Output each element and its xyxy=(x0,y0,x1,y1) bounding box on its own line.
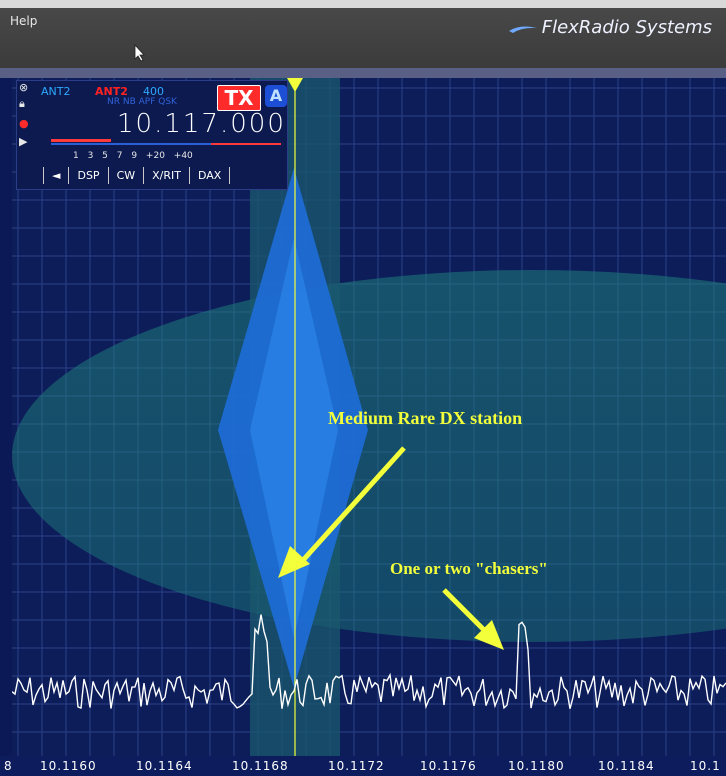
top-strip xyxy=(0,0,726,8)
mouse-cursor-icon xyxy=(134,44,145,62)
slice-letter-badge[interactable]: A xyxy=(265,85,287,107)
spectrum-display[interactable] xyxy=(12,78,726,756)
freq-label: 10.1184 xyxy=(598,759,655,773)
slice-flag[interactable]: ⊗ 🔒︎ ● ▶ ANT2 ANT2 400 NR NB APF QSK TX … xyxy=(16,80,288,190)
tx-antenna[interactable]: ANT2 xyxy=(95,85,128,98)
s-meter-scale: 1 3 5 7 9 +20 +40 xyxy=(73,151,193,161)
brand-name: FlexRadio Systems xyxy=(541,17,712,38)
noise-envelope xyxy=(12,270,726,642)
filter-width[interactable]: 400 xyxy=(143,85,164,98)
dx-arrowhead xyxy=(278,546,310,578)
title-bar: Help FlexRadio Systems xyxy=(0,0,726,68)
annotation-arrows xyxy=(278,446,504,650)
s-meter-base xyxy=(51,143,281,145)
freq-label: 10.1164 xyxy=(136,759,193,773)
play-icon[interactable]: ▶ xyxy=(19,135,28,148)
tab-dsp[interactable]: DSP xyxy=(68,167,107,184)
s-meter-over xyxy=(211,143,281,145)
chaser-arrowhead xyxy=(474,620,504,650)
close-icon[interactable]: ⊗ xyxy=(19,81,29,94)
freq-label: 10.1 xyxy=(690,759,721,773)
tab-cw[interactable]: CW xyxy=(107,167,144,184)
s-meter-fill xyxy=(51,139,111,142)
slice-tabs: ◄ DSP CW X/RIT DAX xyxy=(43,167,231,184)
frequency-readout[interactable]: 10.117.000 xyxy=(117,109,286,139)
spectrum-trace xyxy=(12,614,726,710)
freq-label: 10.1180 xyxy=(508,759,565,773)
swoosh-icon xyxy=(508,26,537,33)
signal-diamond-inner xyxy=(250,238,338,638)
brand-logo: FlexRadio Systems xyxy=(508,17,712,38)
freq-label: 10.1160 xyxy=(40,759,97,773)
tx-button[interactable]: TX xyxy=(217,85,261,111)
tuning-marker-icon[interactable] xyxy=(287,78,303,92)
freq-label: 8 xyxy=(4,759,13,773)
rx-antenna[interactable]: ANT2 xyxy=(41,85,71,98)
tab-xrit[interactable]: X/RIT xyxy=(143,167,189,184)
annotation-chasers: One or two "chasers" xyxy=(390,559,548,578)
freq-label: 10.1176 xyxy=(420,759,477,773)
tab-dax[interactable]: DAX xyxy=(188,167,231,184)
tab-audio[interactable]: ◄ xyxy=(43,167,68,184)
record-icon[interactable]: ● xyxy=(19,117,29,130)
dsp-modes: NR NB APF QSK xyxy=(107,97,177,107)
s-meter xyxy=(51,139,281,145)
dx-arrow xyxy=(294,446,406,570)
frequency-axis[interactable]: 8 10.1160 10.1164 10.1168 10.1172 10.117… xyxy=(0,756,726,776)
chaser-arrow xyxy=(442,588,490,636)
panadapter[interactable] xyxy=(12,78,726,756)
freq-label: 10.1172 xyxy=(328,759,385,773)
lock-icon[interactable]: 🔒︎ xyxy=(19,97,25,110)
freq-label: 10.1168 xyxy=(232,759,289,773)
annotation-dx-station: Medium Rare DX station xyxy=(328,408,523,428)
panadapter-header-bar xyxy=(0,68,726,78)
menu-help[interactable]: Help xyxy=(10,14,38,28)
